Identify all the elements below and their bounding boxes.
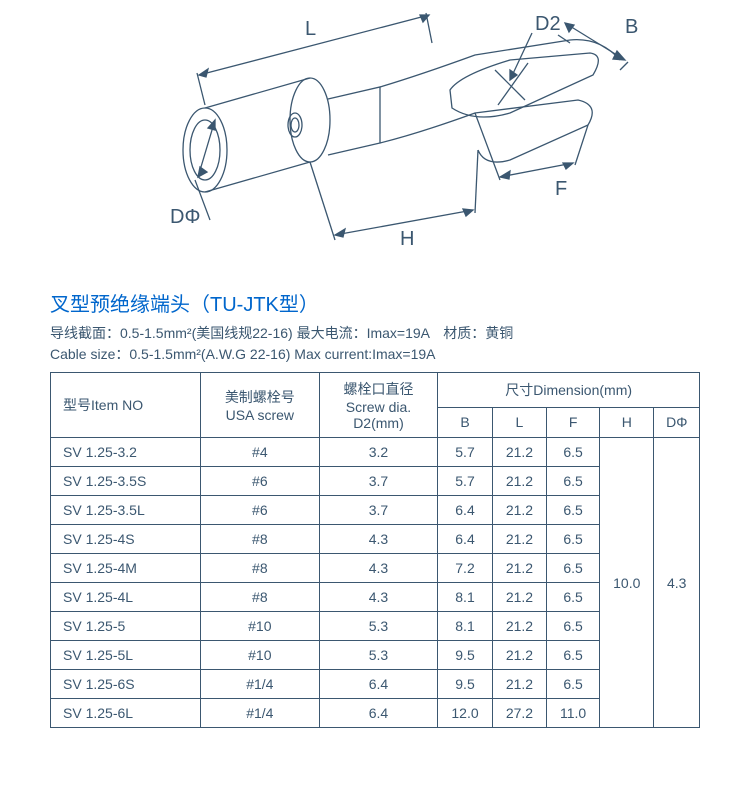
dim-label-F: F [555,178,567,200]
cell: 7.2 [438,554,492,583]
th-F: F [547,407,600,437]
dimension-table: 型号Item NO 美制螺栓号 USA screw 螺栓口直径 Screw di… [50,372,700,728]
th-item: 型号Item NO [51,373,201,438]
cell: 21.2 [492,496,546,525]
cell: 6.5 [547,525,600,554]
cell: 21.2 [492,438,546,467]
dim-label-D2: D2 [535,13,561,35]
cell-Dphi-merged: 4.3 [654,438,700,728]
cell: 5.7 [438,438,492,467]
cell: 6.5 [547,641,600,670]
spec-line-en: Cable size：0.5-1.5mm²(A.W.G 22-16) Max c… [50,344,700,364]
dim-label-Dphi: DΦ [170,206,200,228]
cell: SV 1.25-4L [51,583,201,612]
cell: 9.5 [438,670,492,699]
cell: 6.5 [547,612,600,641]
cell: #10 [201,612,320,641]
cell: 6.5 [547,438,600,467]
th-dimension: 尺寸Dimension(mm) [438,373,700,408]
cell: SV 1.25-3.2 [51,438,201,467]
cell: SV 1.25-3.5L [51,496,201,525]
cell: #10 [201,641,320,670]
cell: SV 1.25-4S [51,525,201,554]
cell: #6 [201,496,320,525]
cell: 21.2 [492,525,546,554]
th-L: L [492,407,546,437]
cell: 5.7 [438,467,492,496]
th-H: H [600,407,654,437]
dim-label-B: B [625,16,638,38]
technical-diagram: L B D2 F H DΦ [0,0,750,280]
cell: #8 [201,583,320,612]
cell: 4.3 [319,525,438,554]
cell: SV 1.25-3.5S [51,467,201,496]
cell: 9.5 [438,641,492,670]
cell: 21.2 [492,670,546,699]
cell: 21.2 [492,612,546,641]
product-title: 叉型预绝缘端头（TU-JTK型） [50,288,700,317]
cell: SV 1.25-5 [51,612,201,641]
cell: #8 [201,554,320,583]
cell: 6.4 [438,496,492,525]
cell: 6.5 [547,583,600,612]
dim-label-H: H [400,228,414,250]
th-Dphi: DΦ [654,407,700,437]
cell: #1/4 [201,699,320,728]
cell: SV 1.25-6S [51,670,201,699]
cell: SV 1.25-6L [51,699,201,728]
cell: 3.7 [319,496,438,525]
cell: 5.3 [319,612,438,641]
cell: 6.5 [547,670,600,699]
cell: SV 1.25-5L [51,641,201,670]
cell: 6.4 [319,699,438,728]
cell: 8.1 [438,583,492,612]
cell: 6.5 [547,496,600,525]
dim-label-L: L [305,18,316,40]
cell: 21.2 [492,554,546,583]
cell: 12.0 [438,699,492,728]
cell: #4 [201,438,320,467]
cell: 27.2 [492,699,546,728]
cell: 21.2 [492,641,546,670]
cell: 5.3 [319,641,438,670]
th-B: B [438,407,492,437]
cell: 4.3 [319,583,438,612]
cell: 6.4 [319,670,438,699]
cell: 4.3 [319,554,438,583]
cell: #6 [201,467,320,496]
th-screw-dia: 螺栓口直径 Screw dia. D2(mm) [319,373,438,438]
cell: 3.2 [319,438,438,467]
cell: #1/4 [201,670,320,699]
cell: SV 1.25-4M [51,554,201,583]
cell: 11.0 [547,699,600,728]
cell: 21.2 [492,467,546,496]
table-row: SV 1.25-3.2#43.25.721.26.510.04.3 [51,438,700,467]
cell: #8 [201,525,320,554]
cell: 8.1 [438,612,492,641]
cell: 21.2 [492,583,546,612]
cell: 3.7 [319,467,438,496]
cell: 6.5 [547,554,600,583]
cell: 6.5 [547,467,600,496]
spec-line-cn: 导线截面：0.5-1.5mm²(美国线规22-16) 最大电流：Imax=19A… [50,323,700,343]
cell-H-merged: 10.0 [600,438,654,728]
cell: 6.4 [438,525,492,554]
th-usa-screw: 美制螺栓号 USA screw [201,373,320,438]
